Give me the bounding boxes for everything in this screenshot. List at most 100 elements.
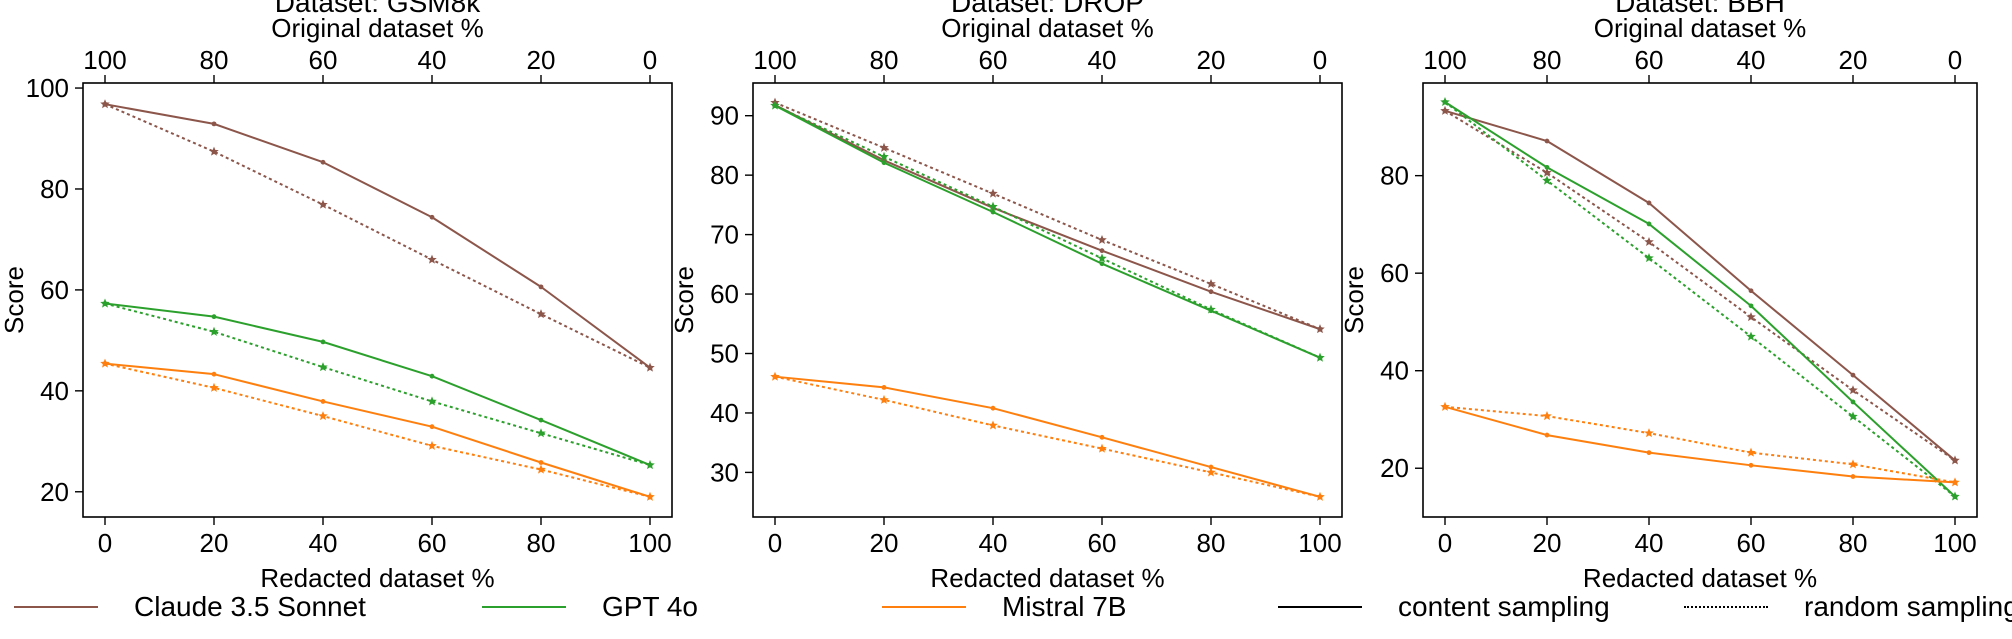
data-point-claude-3-5-sonnet-random xyxy=(318,199,328,209)
x-tick-label: 100 xyxy=(628,528,671,558)
y-tick-label: 100 xyxy=(26,73,69,103)
data-point-mistral-7b-random xyxy=(318,411,328,421)
top-tick-label: 0 xyxy=(1313,45,1327,75)
data-point-mistral-7b-content xyxy=(429,424,435,430)
data-point-claude-3-5-sonnet-random xyxy=(1542,167,1552,177)
y-axis-label: Score xyxy=(0,266,29,334)
data-point-mistral-7b-random xyxy=(1950,477,1960,487)
legend-item-random-sampling: random sampling xyxy=(1684,582,2012,632)
data-point-claude-3-5-sonnet-content xyxy=(429,214,435,220)
data-point-claude-3-5-sonnet-random xyxy=(100,99,110,109)
top-tick-label: 20 xyxy=(1197,45,1226,75)
series-line-mistral-7b-random xyxy=(1444,405,1956,484)
data-point-mistral-7b-content xyxy=(1208,464,1214,470)
legend-item-content-sampling: content sampling xyxy=(1278,582,1610,632)
x-tick-label: 60 xyxy=(1088,528,1117,558)
x-axis-label: Redacted dataset % xyxy=(930,563,1164,593)
top-tick-label: 0 xyxy=(643,45,657,75)
data-point-mistral-7b-random xyxy=(1746,447,1756,457)
data-point-gpt-4o-content xyxy=(1748,303,1754,309)
data-point-claude-3-5-sonnet-random xyxy=(1746,312,1756,322)
y-tick-label: 20 xyxy=(40,477,69,507)
x-tick-label: 60 xyxy=(1737,528,1766,558)
x-tick-label: 40 xyxy=(309,528,338,558)
data-point-mistral-7b-random xyxy=(1542,411,1552,421)
data-point-mistral-7b-random xyxy=(645,491,655,501)
data-point-gpt-4o-content xyxy=(1544,164,1550,170)
legend-label-random-sampling: random sampling xyxy=(1804,591,2012,622)
data-point-gpt-4o-content xyxy=(990,209,996,215)
series-line-mistral-7b-content xyxy=(1444,405,1956,484)
series-line-mistral-7b-content xyxy=(104,362,651,498)
x-tick-label: 40 xyxy=(979,528,1008,558)
data-point-mistral-7b-content xyxy=(320,399,326,404)
data-point-gpt-4o-random xyxy=(1440,97,1450,107)
data-point-claude-3-5-sonnet-content xyxy=(1208,289,1214,295)
data-point-mistral-7b-content xyxy=(1748,462,1754,468)
data-point-claude-3-5-sonnet-content xyxy=(1850,372,1856,378)
data-point-mistral-7b-content xyxy=(990,405,996,411)
y-axis-label: Score xyxy=(1339,266,1369,334)
data-point-claude-3-5-sonnet-random xyxy=(1440,105,1450,115)
data-point-mistral-7b-content xyxy=(1544,432,1550,438)
x-tick-label: 20 xyxy=(200,528,229,558)
legend: Claude 3.5 Sonnet GPT 4o Mistral 7B cont… xyxy=(0,582,2012,632)
data-point-claude-3-5-sonnet-random xyxy=(1950,455,1960,465)
y-tick-label: 60 xyxy=(40,275,69,305)
top-tick-label: 60 xyxy=(1635,45,1664,75)
series-line-gpt-4o-content xyxy=(1444,101,1956,498)
chart-panel-1: 0 100 20 80 40 60 60 40 80 20 100 0 30 40 50 60 70 80 90 Re… xyxy=(669,0,1343,593)
data-point-gpt-4o-content xyxy=(1850,399,1856,405)
y-tick-label: 90 xyxy=(710,101,739,131)
data-point-claude-3-5-sonnet-content xyxy=(211,121,217,127)
legend-swatch-content-sampling xyxy=(1278,606,1362,608)
data-point-mistral-7b-random xyxy=(1097,443,1107,453)
data-point-gpt-4o-content xyxy=(320,339,326,345)
y-tick-label: 40 xyxy=(1380,356,1409,386)
data-point-mistral-7b-content xyxy=(881,384,887,390)
data-point-gpt-4o-random xyxy=(1206,304,1216,314)
top-tick-label: 40 xyxy=(1737,45,1766,75)
data-point-gpt-4o-random xyxy=(1950,491,1960,501)
y-tick-label: 40 xyxy=(40,376,69,406)
data-point-mistral-7b-random xyxy=(1440,401,1450,411)
data-point-mistral-7b-random xyxy=(100,358,110,368)
top-tick-label: 40 xyxy=(418,45,447,75)
data-point-gpt-4o-random xyxy=(318,362,328,372)
data-point-gpt-4o-content xyxy=(1646,221,1652,227)
data-point-mistral-7b-content xyxy=(211,371,217,377)
series-line-gpt-4o-random xyxy=(104,302,651,466)
data-point-mistral-7b-random xyxy=(879,394,889,404)
series-line-mistral-7b-content xyxy=(774,375,1321,498)
data-point-mistral-7b-content xyxy=(1850,474,1856,479)
legend-swatch-claude xyxy=(14,606,98,608)
data-point-mistral-7b-random xyxy=(1644,428,1654,438)
y-tick-label: 50 xyxy=(710,339,739,369)
top-tick-label: 0 xyxy=(1948,45,1962,75)
data-point-mistral-7b-random xyxy=(988,420,998,430)
data-point-mistral-7b-random xyxy=(427,440,437,450)
series-line-claude-3-5-sonnet-random xyxy=(774,101,1321,331)
data-point-mistral-7b-random xyxy=(1315,491,1325,501)
data-point-mistral-7b-random xyxy=(209,382,219,392)
y-tick-label: 60 xyxy=(1380,258,1409,288)
data-point-claude-3-5-sonnet-content xyxy=(1646,200,1652,206)
data-point-claude-3-5-sonnet-random xyxy=(1097,234,1107,244)
top-axis-label: Original dataset % xyxy=(271,13,483,43)
x-tick-label: 60 xyxy=(418,528,447,558)
data-point-claude-3-5-sonnet-random xyxy=(645,362,655,372)
data-point-gpt-4o-random xyxy=(645,460,655,470)
x-tick-label: 80 xyxy=(1197,528,1226,558)
data-point-mistral-7b-random xyxy=(1848,459,1858,469)
legend-label-claude: Claude 3.5 Sonnet xyxy=(134,591,366,622)
series-line-mistral-7b-random xyxy=(774,375,1321,498)
x-tick-label: 20 xyxy=(1533,528,1562,558)
series-line-claude-3-5-sonnet-content xyxy=(1444,109,1956,462)
data-point-mistral-7b-random xyxy=(1206,467,1216,477)
data-point-gpt-4o-random xyxy=(879,151,889,161)
data-point-claude-3-5-sonnet-random xyxy=(536,309,546,319)
data-point-gpt-4o-content xyxy=(538,417,544,423)
top-tick-label: 20 xyxy=(527,45,556,75)
data-point-claude-3-5-sonnet-content xyxy=(1099,248,1105,254)
data-point-gpt-4o-random xyxy=(1848,411,1858,421)
